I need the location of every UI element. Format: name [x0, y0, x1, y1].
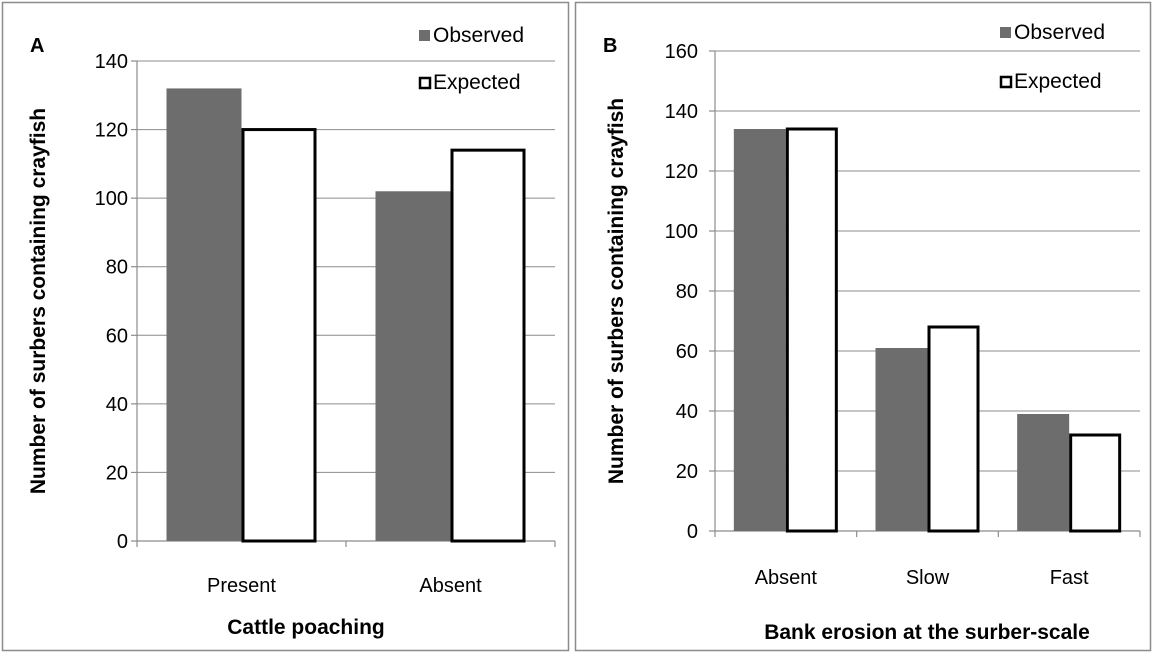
x-category-label: Slow — [906, 567, 950, 589]
y-tick-label: 60 — [676, 341, 698, 363]
legend-swatch-observed — [1000, 27, 1011, 38]
y-axis-title: Number of surbers containing crayfish — [605, 98, 628, 484]
y-tick-label: 40 — [106, 394, 128, 416]
y-tick-label: 40 — [676, 401, 698, 423]
panel-label: B — [603, 35, 617, 57]
legend-swatch-expected — [999, 75, 1013, 89]
bar-expected-fast — [1069, 433, 1122, 533]
y-tick-label: 120 — [95, 120, 128, 142]
y-tick-label: 0 — [687, 521, 698, 543]
legend-label-observed: Observed — [1014, 21, 1105, 44]
x-category-label: Fast — [1050, 567, 1089, 589]
y-tick-label: 160 — [665, 41, 698, 63]
y-tick-label: 140 — [95, 51, 128, 73]
x-axis-title: Bank erosion at the surber-scale — [764, 621, 1090, 644]
panel-border — [574, 1, 1152, 652]
y-axis-title: Number of surbers containing crayfish — [27, 108, 50, 494]
legend-label-expected: Expected — [1014, 70, 1102, 93]
legend-swatch-observed — [419, 30, 430, 41]
legend: Observed Expected — [999, 21, 1105, 93]
y-tick-label: 20 — [676, 461, 698, 483]
y-tick-label: 100 — [665, 221, 698, 243]
y-tick-label: 20 — [106, 462, 128, 484]
bar-observed-absent — [733, 129, 786, 531]
y-tick-label: 100 — [95, 188, 128, 210]
legend: Observed Expected — [418, 24, 524, 94]
bar-observed-fast — [1017, 414, 1070, 531]
y-tick-label: 0 — [117, 531, 128, 553]
legend-swatch-expected — [418, 76, 432, 90]
bar-observed-absent — [375, 191, 451, 542]
bar-expected-absent — [450, 148, 526, 543]
y-tick-label: 60 — [106, 325, 128, 347]
bar-expected-slow — [927, 325, 980, 533]
y-tick-label: 80 — [676, 281, 698, 303]
bar-observed-present — [166, 88, 242, 541]
chart-panel-a: 0 20 40 60 80 100 120 140 Present Absent Cattle po… — [1, 1, 570, 652]
y-tick-label: 140 — [665, 101, 698, 123]
legend-label-expected: Expected — [433, 71, 521, 94]
chart-panel-b: 0 20 40 60 80 100 120 140 160 Absent Slow Fast Bank … — [574, 1, 1152, 652]
x-axis-title: Cattle poaching — [227, 616, 385, 639]
panel-label: A — [30, 35, 44, 57]
legend-label-observed: Observed — [433, 24, 524, 47]
x-category-label: Present — [207, 575, 276, 597]
bar-expected-absent — [785, 127, 838, 533]
x-category-label: Absent — [419, 575, 482, 597]
y-tick-label: 120 — [665, 161, 698, 183]
bar-expected-present — [241, 128, 317, 543]
x-category-label: Absent — [755, 567, 818, 589]
y-tick-label: 80 — [106, 257, 128, 279]
bar-observed-slow — [875, 348, 928, 531]
